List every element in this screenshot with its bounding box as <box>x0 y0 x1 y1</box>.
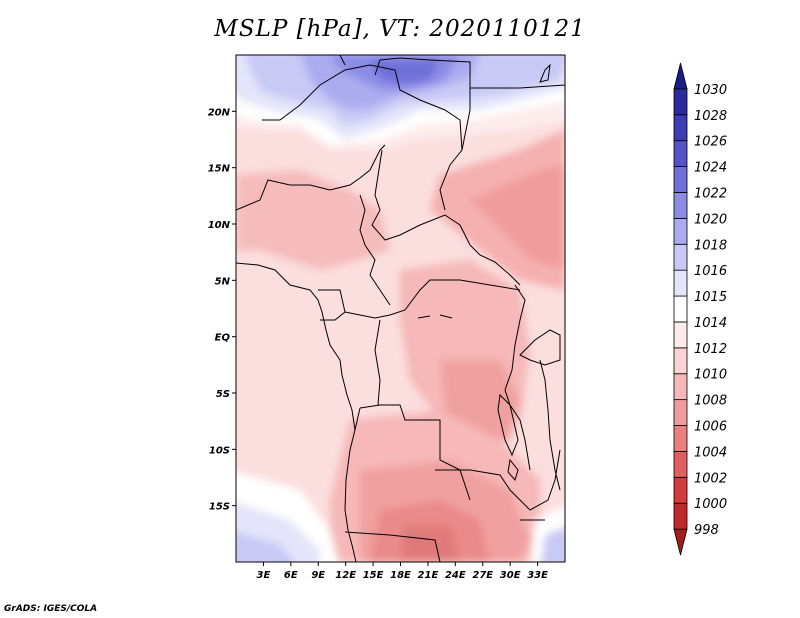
credit-label: GrADS: IGES/COLA <box>4 604 98 614</box>
coastlines-borders <box>236 55 565 562</box>
colorbar-label: 1030 <box>694 83 727 98</box>
colorbar-label: 1008 <box>694 394 727 409</box>
colorbar-segment <box>673 321 688 349</box>
lat-tick-label: 5N <box>215 276 231 287</box>
colorbar-segment <box>673 451 688 478</box>
colorbar-segment <box>673 217 688 245</box>
colorbar-label: 1028 <box>694 109 727 124</box>
lat-tick-label: 5S <box>216 389 230 400</box>
colorbar: 998 1000 1002 1004 1006 1008 1010 1012 1014 1015 1… <box>673 62 727 556</box>
colorbar-label: 1006 <box>694 420 727 435</box>
lat-tick-label: 15S <box>209 502 230 513</box>
colorbar-segment <box>673 295 688 323</box>
colorbar-segment <box>673 399 688 426</box>
colorbar-label: 998 <box>694 523 719 538</box>
colorbar-segment <box>673 373 688 401</box>
lat-tick-label: EQ <box>215 333 231 344</box>
colorbar-label: 1010 <box>694 368 727 383</box>
colorbar-segment <box>673 62 688 90</box>
colorbar-label: 1016 <box>694 264 727 279</box>
colorbar-segment <box>673 88 688 116</box>
colorbar-label: 1026 <box>694 135 727 150</box>
colorbar-segment <box>673 269 688 297</box>
colorbar-label: 1014 <box>694 316 727 331</box>
longitude-ticks: 3E 6E 9E 12E 15E 18E 21E 24E 27E 30E 33E <box>257 562 548 581</box>
colorbar-segment <box>673 140 688 167</box>
colorbar-label: 1002 <box>694 471 727 486</box>
colorbar-segment <box>673 502 688 530</box>
lon-tick-label: 3E <box>257 570 271 581</box>
lon-tick-label: 6E <box>284 570 298 581</box>
colorbar-segment <box>673 192 688 219</box>
lat-tick-label: 10N <box>208 220 231 231</box>
colorbar-label: 1015 <box>694 290 727 305</box>
lon-tick-label: 33E <box>527 570 548 581</box>
colorbar-segment <box>673 425 688 452</box>
lon-tick-label: 21E <box>418 570 439 581</box>
colorbar-label: 1018 <box>694 238 727 253</box>
pressure-field <box>236 55 565 562</box>
colorbar-segment <box>673 476 688 504</box>
chart-title: MSLP [hPa], VT: 2020110121 <box>214 16 586 42</box>
colorbar-segment <box>673 347 688 375</box>
colorbar-segment <box>673 166 688 193</box>
lon-tick-label: 9E <box>311 570 325 581</box>
colorbar-label: 1022 <box>694 186 727 201</box>
colorbar-label: 1012 <box>694 342 727 357</box>
colorbar-label: 1004 <box>694 445 727 460</box>
colorbar-segment <box>673 114 688 142</box>
lat-tick-label: 20N <box>208 107 231 118</box>
colorbar-label: 1000 <box>694 497 727 512</box>
lon-tick-label: 27E <box>472 570 493 581</box>
colorbar-label: 1020 <box>694 212 727 227</box>
lon-tick-label: 30E <box>500 570 521 581</box>
lat-tick-label: 10S <box>209 445 230 456</box>
lon-tick-label: 15E <box>363 570 384 581</box>
colorbar-label: 1024 <box>694 161 727 176</box>
lon-tick-label: 12E <box>335 570 356 581</box>
latitude-ticks: 20N 15N 10N 5N EQ 5S 10S 15S <box>208 107 236 513</box>
colorbar-segment <box>673 528 688 556</box>
colorbar-segment <box>673 243 688 271</box>
lon-tick-label: 18E <box>390 570 411 581</box>
lat-tick-label: 15N <box>208 164 231 175</box>
lon-tick-label: 24E <box>445 570 466 581</box>
